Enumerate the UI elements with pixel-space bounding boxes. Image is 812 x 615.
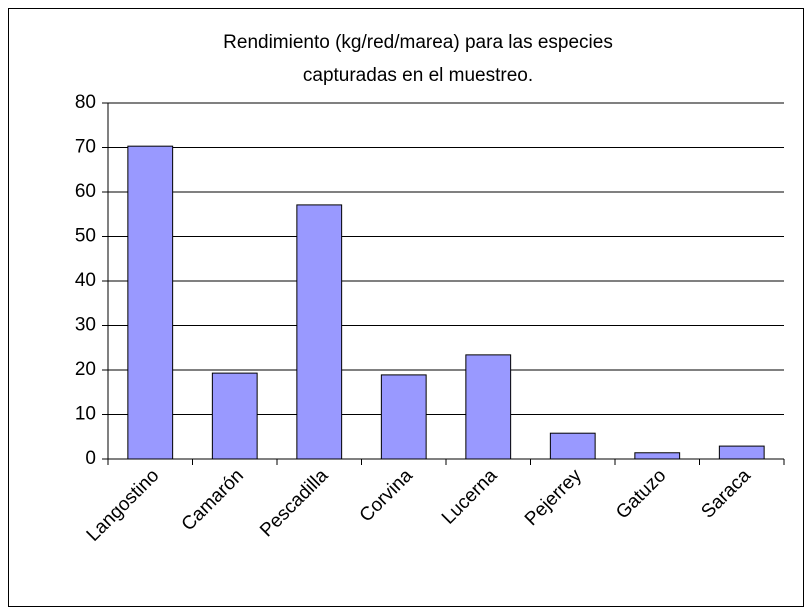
bar [127,145,174,460]
bar [380,374,427,460]
bar [718,445,765,460]
chart-title: capturadas en el muestreo. [303,65,533,86]
bar [296,204,343,460]
y-tick-label: 60 [75,181,96,202]
y-tick-label: 80 [75,92,96,113]
chart-title: Rendimiento (kg/red/marea) para las espe… [223,32,613,53]
y-tick-label: 20 [75,359,96,380]
bar [634,452,681,460]
y-tick-label: 70 [75,137,96,158]
y-tick-label: 0 [85,448,96,469]
bar [549,432,596,460]
y-tick-label: 40 [75,270,96,291]
bar [211,372,258,460]
bar [465,354,512,460]
y-tick-label: 10 [75,404,96,425]
y-tick-label: 50 [75,226,96,247]
y-tick-label: 30 [75,315,96,336]
